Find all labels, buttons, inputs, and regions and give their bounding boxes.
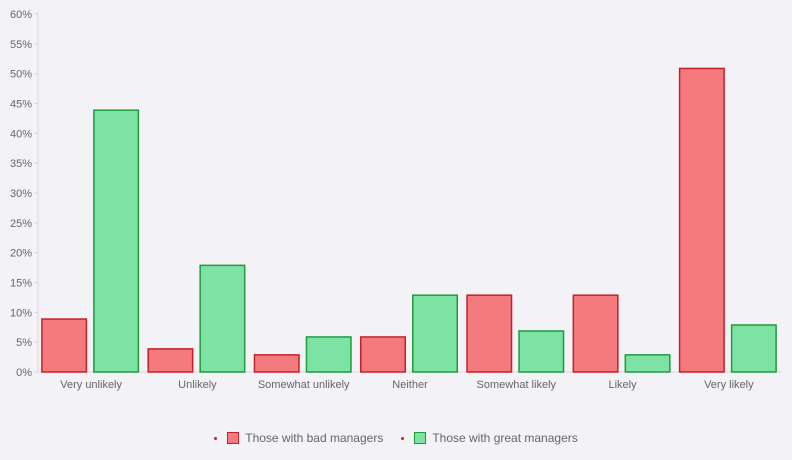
bar-great-managers[interactable] bbox=[199, 264, 246, 373]
legend: Those with bad managers Those with great… bbox=[0, 428, 792, 448]
y-tick-label: 40% bbox=[10, 128, 32, 140]
y-axis: 0% 5% 10% 15% 20% 25% 30% 35% 40% 45% 50% 55% 60% bbox=[10, 9, 39, 379]
bar-bad-managers[interactable] bbox=[41, 318, 88, 373]
legend-swatch-great bbox=[414, 432, 427, 444]
legend-label-bad: Those with bad managers bbox=[245, 431, 384, 445]
legend-item-bad-managers[interactable]: Those with bad managers bbox=[214, 431, 383, 445]
y-tick-label: 25% bbox=[10, 218, 32, 230]
legend-dot bbox=[214, 436, 218, 440]
x-axis: Very unlikely Unlikely Somewhat unlikely Ne… bbox=[38, 371, 782, 391]
legend-dot bbox=[401, 436, 405, 440]
x-tick-label: Likely bbox=[609, 379, 638, 391]
y-tick-label: 50% bbox=[10, 69, 32, 81]
x-tick-label: Neither bbox=[392, 379, 428, 391]
x-tick-label: Somewhat unlikely bbox=[258, 379, 350, 391]
legend-label-great: Those with great managers bbox=[432, 431, 578, 445]
bar-bad-managers[interactable] bbox=[678, 67, 725, 373]
y-tick-label: 35% bbox=[10, 158, 32, 170]
bar-bad-managers[interactable] bbox=[466, 294, 513, 373]
bar-chart: 0% 5% 10% 15% 20% 25% 30% 35% 40% 45% 50% 55% 60% Ve… bbox=[10, 9, 782, 391]
bar-bad-managers[interactable] bbox=[572, 294, 619, 373]
legend-item-great-managers[interactable]: Those with great managers bbox=[401, 431, 578, 445]
bar-great-managers[interactable] bbox=[624, 354, 671, 373]
bar-great-managers[interactable] bbox=[305, 336, 352, 373]
bar-great-managers[interactable] bbox=[93, 109, 140, 373]
bars-group bbox=[41, 67, 777, 373]
y-tick-label: 5% bbox=[16, 337, 32, 349]
bar-great-managers[interactable] bbox=[730, 324, 777, 373]
legend-swatch-bad bbox=[227, 432, 240, 444]
bar-bad-managers[interactable] bbox=[360, 336, 406, 373]
x-tick-label: Very unlikely bbox=[60, 379, 122, 391]
y-tick-label: 30% bbox=[10, 188, 32, 200]
x-tick-label: Somewhat likely bbox=[477, 379, 557, 391]
y-tick-label: 60% bbox=[10, 9, 32, 21]
x-tick-label: Very likely bbox=[704, 379, 754, 391]
y-tick-label: 10% bbox=[10, 307, 32, 319]
y-tick-label: 20% bbox=[10, 248, 32, 260]
y-tick-label: 55% bbox=[10, 39, 32, 51]
bar-great-managers[interactable] bbox=[412, 294, 458, 373]
bar-great-managers[interactable] bbox=[518, 330, 565, 373]
bar-bad-managers[interactable] bbox=[147, 348, 194, 373]
bar-bad-managers[interactable] bbox=[253, 354, 300, 373]
y-tick-label: 15% bbox=[10, 278, 32, 290]
x-tick-label: Unlikely bbox=[178, 379, 217, 391]
y-tick-label: 0% bbox=[16, 367, 32, 379]
y-tick-label: 45% bbox=[10, 99, 32, 111]
